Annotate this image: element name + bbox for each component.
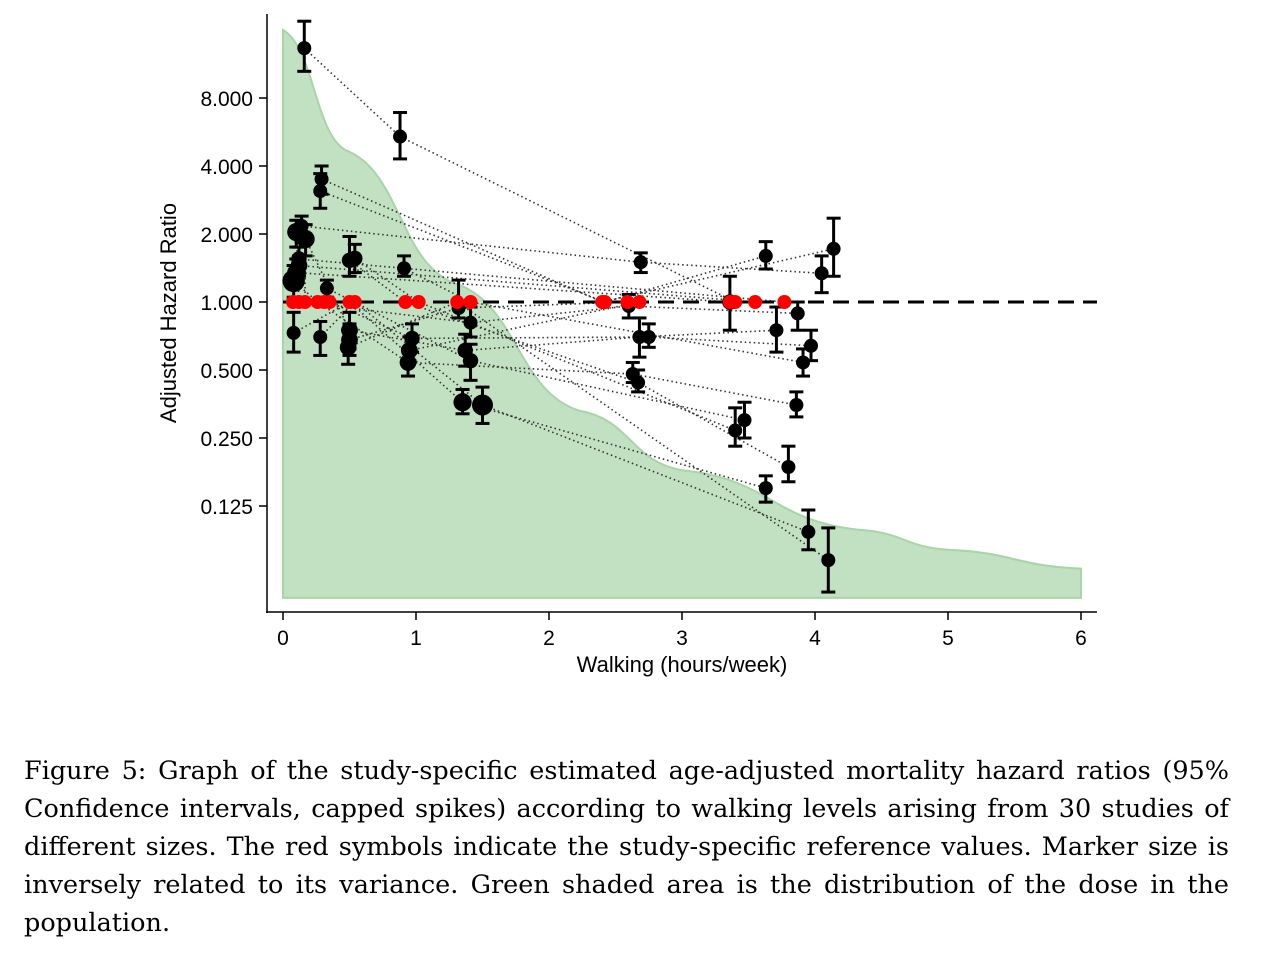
y-axis-title: Adjusted Hazard Ratio	[156, 203, 181, 423]
reference-point	[322, 295, 337, 309]
hazard-ratio-point	[801, 524, 816, 539]
hazard-ratio-point	[319, 281, 334, 296]
hazard-ratio-point	[472, 394, 493, 416]
reference-point	[297, 295, 312, 309]
hazard-ratio-point	[313, 184, 328, 199]
y-ticks: 0.125 0.250 0.500 1.000 2.000 4.000 8.000	[200, 88, 267, 519]
x-tick-label: 5	[942, 627, 954, 650]
reference-point	[748, 295, 763, 309]
hazard-ratio-point	[737, 413, 752, 428]
hazard-ratio-point	[758, 248, 773, 263]
x-ticks: 0 1 2 3 4 5 6	[277, 612, 1087, 650]
y-tick-label: 0.500	[200, 360, 253, 383]
hazard-ratio-point	[728, 423, 743, 438]
reference-point	[450, 295, 465, 309]
hazard-ratio-point	[796, 355, 811, 370]
x-tick-label: 3	[676, 627, 688, 650]
study-line	[296, 271, 730, 303]
x-tick-label: 6	[1075, 627, 1087, 650]
y-tick-label: 0.125	[200, 496, 253, 519]
y-tick-label: 8.000	[200, 88, 253, 111]
hazard-ratio-point	[462, 352, 479, 369]
dose-distribution-area	[282, 28, 1082, 599]
hazard-ratio-point	[633, 255, 648, 270]
figure-caption: Figure 5: Graph of the study-specific es…	[24, 756, 1229, 938]
hazard-ratio-point	[297, 41, 312, 56]
study-line	[298, 258, 785, 303]
hazard-ratio-point	[631, 375, 646, 390]
reference-point	[463, 295, 478, 309]
density-area	[282, 28, 1082, 599]
y-tick-label: 0.250	[200, 428, 253, 451]
study-line	[329, 301, 812, 347]
hazard-ratio-point	[789, 397, 804, 412]
reference-point	[777, 295, 792, 309]
reference-point	[411, 295, 426, 309]
study-line	[293, 301, 767, 489]
x-tick-label: 1	[410, 627, 422, 650]
hazard-ratio-point	[769, 323, 784, 338]
reference-point	[597, 295, 612, 309]
reference-point	[620, 295, 635, 309]
hazard-ratio-point	[463, 315, 478, 330]
x-tick-label: 0	[277, 627, 289, 650]
reference-point	[398, 295, 413, 309]
hazard-ratio-point	[393, 129, 408, 144]
hazard-ratio-point	[758, 481, 773, 496]
hazard-ratio-point	[821, 553, 836, 568]
hazard-ratio-point	[790, 306, 805, 321]
reference-point	[347, 295, 362, 309]
study-line	[409, 301, 640, 352]
hazard-ratio-point	[341, 331, 358, 349]
hazard-ratio-point	[296, 229, 315, 249]
x-tick-label: 2	[543, 627, 555, 650]
hazard-ratio-point	[314, 172, 329, 187]
hazard-ratio-point	[453, 393, 472, 412]
hazard-ratio-point	[641, 329, 656, 344]
x-axis-title: Walking (hours/week)	[577, 652, 788, 677]
y-tick-label: 2.000	[200, 224, 253, 247]
hazard-ratio-point	[286, 325, 301, 340]
x-tick-label: 4	[809, 627, 821, 650]
reference-point	[722, 295, 737, 309]
hazard-ratio-point	[781, 460, 796, 475]
hazard-ratio-point	[400, 342, 418, 359]
y-tick-label: 1.000	[200, 292, 253, 315]
reference-points	[285, 295, 792, 309]
hazard-ratio-point	[804, 338, 819, 353]
hazard-ratio-points	[282, 41, 841, 568]
y-tick-label: 4.000	[200, 156, 253, 179]
hazard-ratio-point	[291, 251, 307, 267]
hazard-ratio-point	[313, 329, 328, 344]
reference-point	[632, 295, 647, 309]
hazard-ratio-point	[814, 266, 829, 281]
hazard-ratio-chart: 0.125 0.250 0.500 1.000 2.000 4.000 8.000 0 1 2 3…	[156, 14, 1097, 677]
hazard-ratio-point	[347, 250, 363, 267]
hazard-ratio-point	[397, 261, 412, 276]
hazard-ratio-point	[826, 241, 841, 256]
